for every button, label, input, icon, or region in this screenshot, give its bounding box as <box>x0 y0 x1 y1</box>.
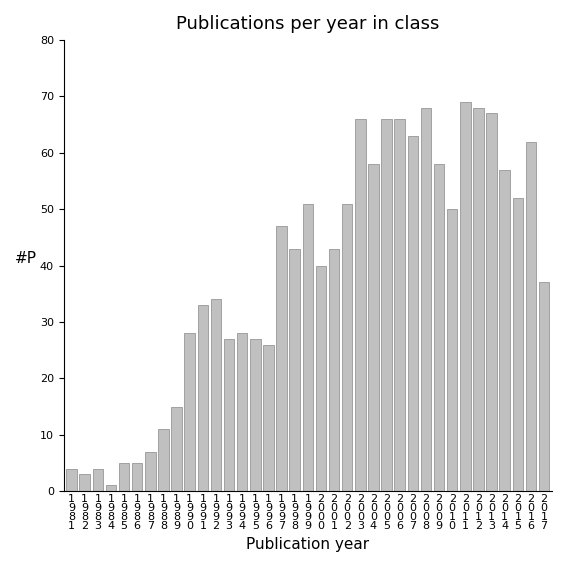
Bar <box>119 463 129 491</box>
Bar <box>434 164 445 491</box>
Bar <box>224 339 234 491</box>
Bar <box>66 468 77 491</box>
Bar <box>473 108 484 491</box>
Bar <box>132 463 142 491</box>
Bar <box>526 142 536 491</box>
Bar <box>342 204 353 491</box>
Bar <box>303 204 313 491</box>
Bar <box>421 108 431 491</box>
Bar <box>92 468 103 491</box>
Bar <box>329 249 340 491</box>
Y-axis label: #P: #P <box>15 251 37 265</box>
Bar <box>500 170 510 491</box>
Bar <box>198 305 208 491</box>
X-axis label: Publication year: Publication year <box>246 537 370 552</box>
Bar <box>158 429 169 491</box>
Bar <box>184 333 195 491</box>
Bar <box>408 136 418 491</box>
Bar <box>539 282 549 491</box>
Title: Publications per year in class: Publications per year in class <box>176 15 439 33</box>
Bar <box>486 113 497 491</box>
Bar <box>237 333 247 491</box>
Bar <box>211 299 221 491</box>
Bar <box>250 339 261 491</box>
Bar <box>513 198 523 491</box>
Bar <box>263 345 274 491</box>
Bar <box>79 474 90 491</box>
Bar <box>276 226 287 491</box>
Bar <box>447 209 458 491</box>
Bar <box>368 164 379 491</box>
Bar <box>355 119 366 491</box>
Bar <box>105 485 116 491</box>
Bar <box>395 119 405 491</box>
Bar <box>460 102 471 491</box>
Bar <box>316 265 326 491</box>
Bar <box>382 119 392 491</box>
Bar <box>145 451 155 491</box>
Bar <box>171 407 182 491</box>
Bar <box>290 249 300 491</box>
